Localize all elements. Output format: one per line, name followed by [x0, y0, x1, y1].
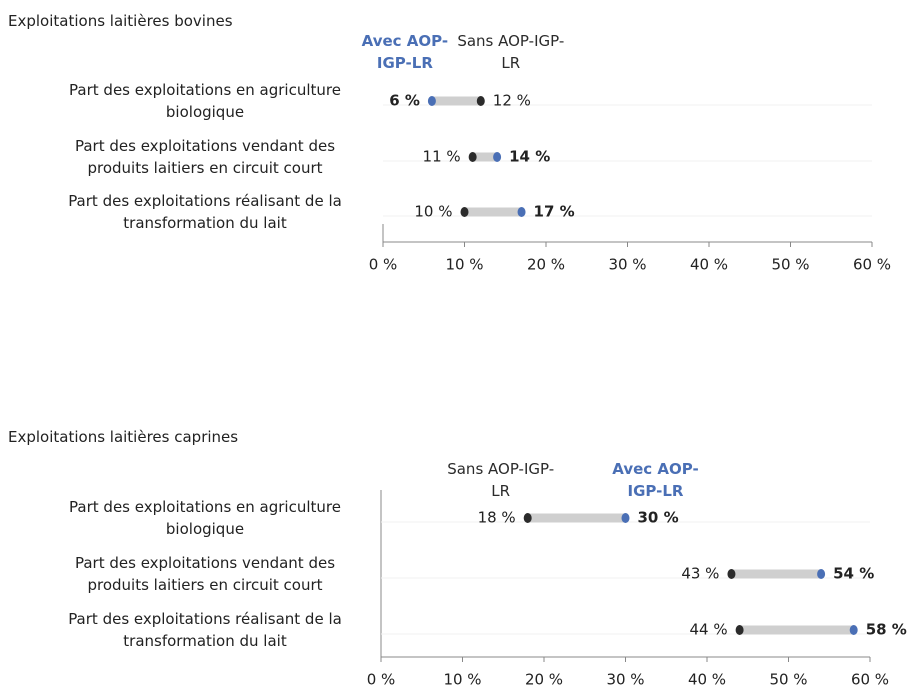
x-tick-label: 60 % [853, 256, 891, 274]
chart-title: Exploitations laitières bovines [8, 12, 233, 30]
value-label: 11 % [423, 148, 461, 166]
value-label: 10 % [414, 203, 452, 221]
x-tick-label: 50 % [771, 256, 809, 274]
value-label: 43 % [681, 565, 719, 583]
dot [517, 207, 526, 217]
category-label: Part des exploitations vendant des produ… [74, 137, 336, 177]
legend-label: Avec AOP-IGP-LR [612, 460, 699, 500]
x-tick-label: 10 % [443, 671, 481, 688]
category-label: Part des exploitations en agriculture bi… [69, 81, 341, 121]
value-label: 58 % [866, 621, 907, 639]
x-tick-label: 30 % [608, 256, 646, 274]
x-tick-label: 40 % [688, 671, 726, 688]
x-tick-label: 20 % [527, 256, 565, 274]
category-label: Part des exploitations en agriculture bi… [69, 498, 341, 538]
dot [427, 96, 436, 106]
value-label: 30 % [638, 509, 679, 527]
dot [468, 152, 477, 162]
dot [476, 96, 485, 106]
dot [727, 569, 736, 579]
x-tick-label: 30 % [606, 671, 644, 688]
value-label: 17 % [534, 203, 575, 221]
x-tick-label: 40 % [690, 256, 728, 274]
value-label: 12 % [493, 92, 531, 110]
chart-title: Exploitations laitières caprines [8, 428, 239, 446]
value-label: 54 % [833, 565, 874, 583]
legend-label: Sans AOP-IGP-LR [457, 32, 565, 72]
legend-label: Avec AOP-IGP-LR [361, 32, 449, 72]
x-tick-label: 50 % [769, 671, 807, 688]
value-label: 44 % [689, 621, 727, 639]
value-label: 6 % [389, 92, 420, 110]
x-tick-label: 60 % [851, 671, 889, 688]
dot [621, 513, 630, 523]
value-label: 14 % [509, 148, 550, 166]
legend-label: Sans AOP-IGP-LR [447, 460, 555, 500]
dot [493, 152, 502, 162]
dot [817, 569, 826, 579]
dot [849, 625, 858, 635]
dot [460, 207, 469, 217]
value-label: 18 % [478, 509, 516, 527]
category-label: Part des exploitations vendant des produ… [74, 554, 336, 594]
x-tick-label: 10 % [445, 256, 483, 274]
dot [735, 625, 744, 635]
x-tick-label: 0 % [367, 671, 396, 688]
category-label: Part des exploitations réalisant de la t… [68, 192, 342, 232]
dot [523, 513, 532, 523]
category-label: Part des exploitations réalisant de la t… [68, 610, 342, 650]
x-tick-label: 0 % [369, 256, 398, 274]
x-tick-label: 20 % [525, 671, 563, 688]
